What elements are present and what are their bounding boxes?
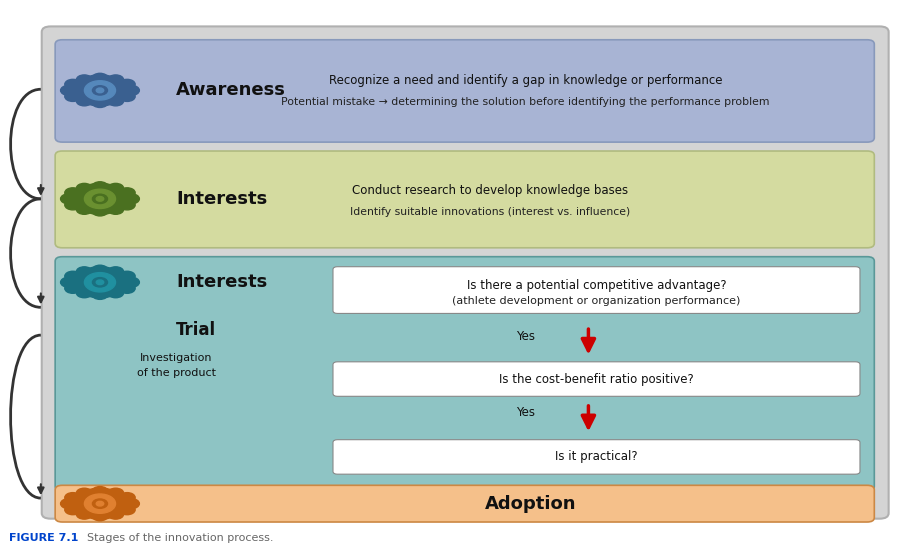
Circle shape — [60, 499, 76, 509]
Circle shape — [75, 267, 125, 298]
Text: Recognize a need and identify a gap in knowledge or performance: Recognize a need and identify a gap in k… — [329, 74, 723, 87]
Circle shape — [92, 265, 108, 275]
Circle shape — [119, 92, 135, 101]
Circle shape — [119, 505, 135, 515]
Circle shape — [123, 86, 139, 96]
Text: Adoption: Adoption — [485, 495, 577, 513]
Text: Interests: Interests — [176, 273, 267, 291]
Circle shape — [65, 200, 81, 210]
Circle shape — [92, 290, 108, 300]
Text: Conduct research to develop knowledge bases: Conduct research to develop knowledge ba… — [352, 184, 628, 197]
Text: Is there a potential competitive advantage?: Is there a potential competitive advanta… — [467, 278, 726, 292]
Circle shape — [108, 75, 124, 85]
Text: Trial: Trial — [176, 320, 217, 339]
Circle shape — [108, 96, 124, 106]
Circle shape — [65, 79, 81, 89]
Circle shape — [92, 182, 108, 192]
Circle shape — [65, 492, 81, 503]
Circle shape — [92, 206, 108, 216]
Circle shape — [93, 278, 108, 287]
Text: Interests: Interests — [176, 190, 267, 208]
Text: Potential mistake → determining the solution before identifying the performance : Potential mistake → determining the solu… — [281, 97, 770, 107]
Text: Stages of the innovation process.: Stages of the innovation process. — [87, 533, 274, 543]
Circle shape — [108, 183, 124, 193]
Circle shape — [75, 488, 125, 519]
Circle shape — [108, 267, 124, 277]
Text: (athlete development or organization performance): (athlete development or organization per… — [452, 296, 741, 306]
FancyBboxPatch shape — [55, 151, 875, 248]
Circle shape — [76, 183, 93, 193]
Circle shape — [96, 197, 103, 201]
FancyBboxPatch shape — [55, 40, 875, 142]
Circle shape — [65, 283, 81, 293]
Circle shape — [85, 494, 116, 513]
Circle shape — [96, 501, 103, 506]
Text: Identify suitable innovations (interest vs. influence): Identify suitable innovations (interest … — [350, 207, 630, 217]
Circle shape — [119, 283, 135, 293]
Circle shape — [119, 188, 135, 198]
FancyBboxPatch shape — [55, 257, 875, 491]
Circle shape — [96, 88, 103, 93]
Circle shape — [93, 194, 108, 203]
Circle shape — [65, 92, 81, 101]
Circle shape — [119, 271, 135, 281]
Circle shape — [60, 277, 76, 287]
Circle shape — [76, 288, 93, 298]
Circle shape — [123, 194, 139, 204]
Text: Yes: Yes — [516, 330, 535, 343]
FancyBboxPatch shape — [333, 362, 860, 396]
Circle shape — [75, 183, 125, 215]
Circle shape — [108, 509, 124, 519]
FancyBboxPatch shape — [41, 26, 888, 519]
Circle shape — [65, 188, 81, 198]
Circle shape — [92, 511, 108, 521]
Circle shape — [93, 86, 108, 95]
Circle shape — [119, 79, 135, 89]
Circle shape — [76, 488, 93, 498]
Circle shape — [92, 486, 108, 496]
FancyBboxPatch shape — [333, 440, 860, 474]
Circle shape — [60, 86, 76, 96]
Circle shape — [96, 280, 103, 285]
Circle shape — [76, 509, 93, 519]
Circle shape — [60, 194, 76, 204]
Text: FIGURE 7.1: FIGURE 7.1 — [9, 533, 78, 543]
Circle shape — [76, 75, 93, 85]
Circle shape — [92, 97, 108, 107]
Circle shape — [76, 96, 93, 106]
Circle shape — [85, 273, 116, 292]
Circle shape — [108, 488, 124, 498]
Text: Yes: Yes — [516, 406, 535, 419]
Circle shape — [85, 189, 116, 209]
Circle shape — [75, 75, 125, 106]
Circle shape — [92, 73, 108, 83]
Circle shape — [119, 200, 135, 210]
Text: Investigation
of the product: Investigation of the product — [137, 353, 216, 378]
Text: Is the cost-benefit ratio positive?: Is the cost-benefit ratio positive? — [499, 372, 694, 386]
Circle shape — [76, 205, 93, 214]
FancyBboxPatch shape — [333, 267, 860, 314]
Circle shape — [85, 80, 116, 100]
Circle shape — [93, 499, 108, 508]
Circle shape — [76, 267, 93, 277]
FancyBboxPatch shape — [55, 485, 875, 522]
Circle shape — [123, 499, 139, 509]
Text: Is it practical?: Is it practical? — [556, 451, 637, 463]
Circle shape — [65, 271, 81, 281]
Text: Awareness: Awareness — [176, 82, 286, 100]
Circle shape — [108, 205, 124, 214]
Circle shape — [123, 277, 139, 287]
Circle shape — [108, 288, 124, 298]
Circle shape — [65, 505, 81, 515]
Circle shape — [119, 492, 135, 503]
